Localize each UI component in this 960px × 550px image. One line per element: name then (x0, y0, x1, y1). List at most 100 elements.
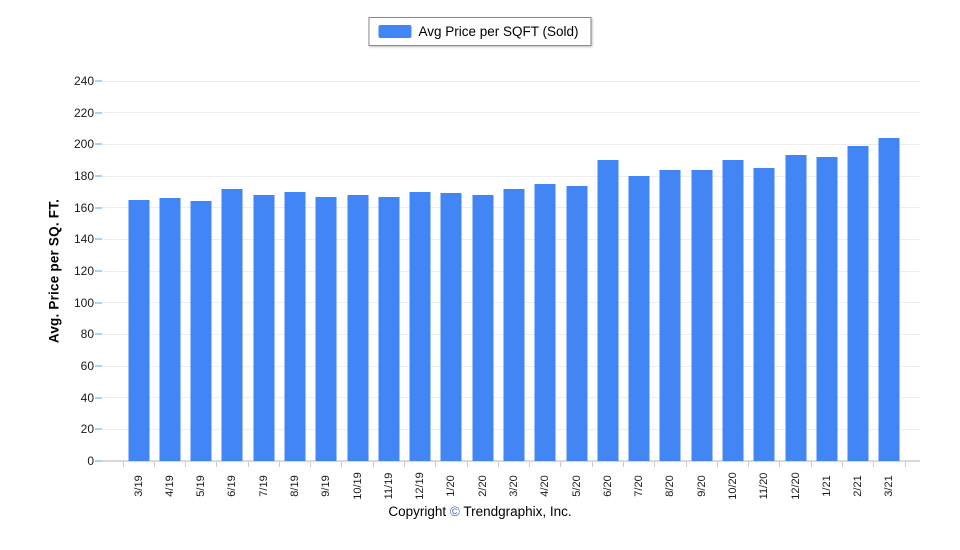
x-label-slot: 3/21 (874, 466, 905, 506)
x-tick-label: 8/20 (664, 475, 677, 497)
bar (503, 188, 525, 461)
bar (597, 160, 619, 461)
x-tick-mark (466, 462, 468, 467)
bar-slot (436, 81, 467, 461)
bar-slot (498, 81, 529, 461)
bar-slot (686, 81, 717, 461)
bar-slot (655, 81, 686, 461)
bar-slot (592, 81, 623, 461)
y-tick-label: 60 (80, 359, 94, 373)
bars-layer (123, 81, 905, 461)
bar (347, 195, 369, 461)
bar-slot (279, 81, 310, 461)
bar (128, 199, 150, 461)
x-label-slot: 7/19 (248, 466, 279, 506)
x-tick-label: 6/19 (226, 475, 239, 497)
x-tick-mark (779, 462, 781, 467)
x-axis-line (102, 460, 920, 462)
y-tick-mark (95, 428, 102, 431)
x-label-slot: 12/20 (780, 466, 811, 506)
x-tick-mark (372, 462, 374, 467)
bar (816, 157, 838, 461)
bar (315, 196, 337, 461)
x-tick-mark (685, 462, 687, 467)
x-tick-label: 1/21 (820, 475, 833, 497)
y-tick-label: 140 (73, 232, 94, 247)
x-tick-mark (873, 462, 875, 467)
x-label-slot: 10/19 (342, 466, 373, 506)
x-tick-mark (341, 462, 343, 467)
y-tick-mark (95, 80, 102, 82)
x-tick-mark (622, 462, 624, 467)
y-tick-mark (95, 460, 102, 462)
x-tick-mark (185, 462, 187, 467)
x-tick-mark (497, 462, 499, 467)
bar (190, 201, 212, 461)
bar (159, 198, 181, 461)
y-tick-label: 240 (73, 74, 94, 88)
x-tick-mark (278, 462, 280, 467)
x-label-slot: 4/19 (154, 466, 185, 506)
bar (628, 176, 650, 461)
x-tick-label: 9/20 (695, 475, 708, 497)
bar-slot (811, 81, 842, 461)
x-tick-label: 5/20 (570, 475, 583, 497)
x-label-slot: 8/19 (279, 466, 310, 506)
x-tick-label: 7/19 (257, 475, 270, 497)
x-tick-mark (654, 462, 656, 467)
bar (753, 168, 775, 461)
x-tick-mark (591, 462, 593, 467)
x-tick-label: 1/20 (445, 475, 458, 497)
y-tick-label: 100 (73, 295, 94, 310)
x-label-slot: 9/19 (311, 466, 342, 506)
x-tick-mark (810, 462, 812, 467)
x-label-slot: 3/19 (123, 466, 154, 506)
x-label-slot: 2/20 (467, 466, 498, 506)
copyright-prefix: Copyright (388, 504, 450, 519)
x-tick-mark (748, 462, 750, 467)
x-label-slot: 1/21 (811, 466, 842, 506)
x-tick-mark (841, 462, 843, 467)
x-tick-label: 10/20 (726, 472, 739, 500)
bar-slot (624, 81, 655, 461)
bar-slot (373, 81, 404, 461)
x-label-slot: 11/19 (373, 466, 404, 506)
bar-slot (186, 81, 217, 461)
bar-slot (780, 81, 811, 461)
bar (284, 191, 306, 461)
y-tick-mark (95, 111, 102, 114)
y-tick-mark (95, 175, 102, 177)
x-axis-tick-labels: 3/19 4/19 5/19 6/19 7/19 8/19 9/19 10/19 11/19 12… (123, 466, 905, 506)
x-tick-label: 7/20 (633, 475, 646, 497)
bar (472, 195, 494, 461)
bar-slot (154, 81, 185, 461)
bar-slot (874, 81, 905, 461)
bar-slot (467, 81, 498, 461)
x-tick-label: 9/19 (320, 475, 333, 497)
bar-slot (311, 81, 342, 461)
x-tick-label: 2/21 (852, 475, 865, 497)
bar (566, 185, 588, 461)
y-tick-mark (95, 365, 102, 367)
bar (659, 169, 681, 461)
y-tick-label: 40 (80, 390, 94, 405)
y-tick-mark (95, 270, 102, 272)
y-axis-tick-labels: 0 20 40 60 80 100 120 140 160 180 200 220 240 (58, 74, 94, 468)
x-label-slot: 6/20 (592, 466, 623, 506)
x-tick-label: 2/20 (476, 475, 489, 497)
copyright-suffix: Trendgraphix, Inc. (459, 504, 572, 519)
y-tick-label: 80 (80, 327, 94, 342)
bar-slot (123, 81, 154, 461)
x-tick-label: 12/20 (789, 472, 802, 500)
x-tick-mark (560, 462, 562, 467)
legend-label: Avg Price per SQFT (Sold) (418, 24, 579, 39)
x-tick-mark (529, 462, 531, 467)
bar-slot (749, 81, 780, 461)
x-tick-mark (153, 462, 155, 467)
gridline (102, 80, 920, 82)
bar (878, 138, 900, 461)
x-tick-label: 3/21 (883, 475, 896, 497)
bar (691, 169, 713, 461)
bar-slot (530, 81, 561, 461)
